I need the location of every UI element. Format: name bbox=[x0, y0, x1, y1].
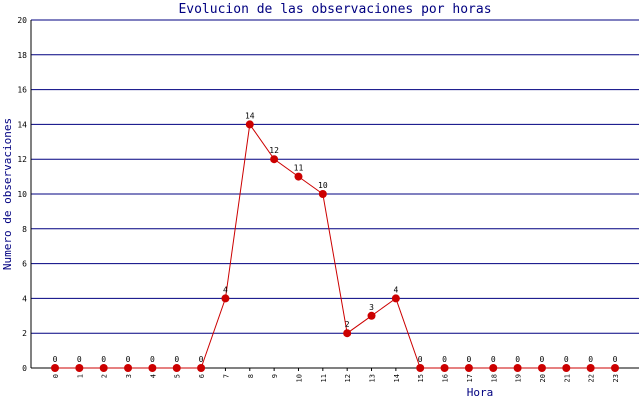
data-label: 0 bbox=[540, 355, 545, 364]
x-tick-label: 15 bbox=[417, 374, 425, 382]
point bbox=[416, 364, 425, 372]
x-tick-label: 16 bbox=[442, 374, 450, 382]
point bbox=[562, 364, 571, 372]
point bbox=[489, 364, 498, 372]
x-tick-label: 13 bbox=[369, 374, 377, 382]
x-tick-label: 1 bbox=[76, 374, 84, 378]
data-label: 0 bbox=[613, 355, 618, 364]
x-tick-label: 12 bbox=[344, 374, 352, 382]
x-tick-label: 11 bbox=[320, 374, 328, 382]
x-tick-label: 10 bbox=[295, 374, 303, 382]
y-axis-label: Numero de observaciones bbox=[1, 118, 14, 270]
data-label: 11 bbox=[294, 164, 304, 173]
data-label: 0 bbox=[126, 355, 131, 364]
y-tick-label: 14 bbox=[17, 120, 27, 129]
point bbox=[513, 364, 522, 372]
data-label: 0 bbox=[53, 355, 58, 364]
x-tick-label: 4 bbox=[149, 374, 157, 378]
data-label: 0 bbox=[466, 355, 471, 364]
point bbox=[99, 364, 108, 372]
x-tick-label: 21 bbox=[563, 374, 571, 382]
x-tick-label: 6 bbox=[198, 374, 206, 378]
point bbox=[148, 364, 157, 372]
data-label: 2 bbox=[345, 320, 350, 329]
data-label: 0 bbox=[442, 355, 447, 364]
point bbox=[51, 364, 59, 372]
data-label: 4 bbox=[393, 285, 398, 294]
data-label: 0 bbox=[564, 355, 569, 364]
x-tick-label: 9 bbox=[271, 374, 279, 378]
data-label: 0 bbox=[77, 355, 82, 364]
data-label: 0 bbox=[418, 355, 423, 364]
data-label: 0 bbox=[101, 355, 106, 364]
data-label: 4 bbox=[223, 285, 228, 294]
y-tick-label: 10 bbox=[17, 190, 27, 199]
data-label: 0 bbox=[491, 355, 496, 364]
x-tick-label: 22 bbox=[588, 374, 596, 382]
x-tick-label: 19 bbox=[515, 374, 523, 382]
y-tick-label: 4 bbox=[22, 294, 27, 303]
point bbox=[318, 190, 327, 198]
y-tick-label: 2 bbox=[22, 329, 27, 338]
x-axis-label: Hora bbox=[467, 386, 494, 399]
x-tick-label: 2 bbox=[101, 374, 109, 378]
data-label: 10 bbox=[318, 181, 328, 190]
point bbox=[367, 311, 376, 320]
data-label: 12 bbox=[269, 146, 279, 155]
point bbox=[611, 364, 619, 372]
data-label: 0 bbox=[515, 355, 520, 364]
point bbox=[294, 172, 303, 181]
x-tick-label: 5 bbox=[174, 374, 182, 378]
point bbox=[75, 364, 84, 372]
data-label: 3 bbox=[369, 303, 374, 312]
point bbox=[124, 364, 133, 372]
data-label: 0 bbox=[150, 355, 155, 364]
point bbox=[440, 364, 449, 372]
point bbox=[391, 294, 400, 303]
point bbox=[464, 364, 473, 372]
x-tick-label: 14 bbox=[393, 374, 401, 382]
data-label: 0 bbox=[199, 355, 204, 364]
y-tick-label: 18 bbox=[17, 51, 27, 60]
x-tick-label: 18 bbox=[490, 374, 498, 382]
chart-title: Evolucion de las observaciones por horas bbox=[178, 2, 491, 17]
point bbox=[537, 364, 546, 372]
x-tick-label: 7 bbox=[222, 374, 230, 378]
y-tick-label: 12 bbox=[17, 155, 27, 164]
point bbox=[221, 294, 230, 303]
point bbox=[197, 364, 206, 372]
point bbox=[270, 155, 279, 164]
x-tick-label: 3 bbox=[125, 374, 133, 378]
data-label: 14 bbox=[245, 111, 255, 120]
data-label: 0 bbox=[588, 355, 593, 364]
point bbox=[586, 364, 595, 372]
x-tick-label: 17 bbox=[466, 374, 474, 382]
point bbox=[343, 329, 352, 338]
y-tick-label: 0 bbox=[22, 364, 27, 373]
point bbox=[172, 364, 181, 372]
y-tick-label: 8 bbox=[22, 225, 27, 234]
x-tick-label: 20 bbox=[539, 374, 547, 382]
data-label: 0 bbox=[174, 355, 179, 364]
point bbox=[245, 120, 254, 129]
y-tick-label: 16 bbox=[17, 86, 27, 95]
y-tick-label: 6 bbox=[22, 260, 27, 269]
x-tick-label: 0 bbox=[52, 374, 60, 378]
y-tick-label: 20 bbox=[17, 16, 27, 25]
line bbox=[55, 123, 615, 369]
x-tick-label: 23 bbox=[612, 374, 620, 382]
x-tick-label: 8 bbox=[247, 374, 255, 378]
